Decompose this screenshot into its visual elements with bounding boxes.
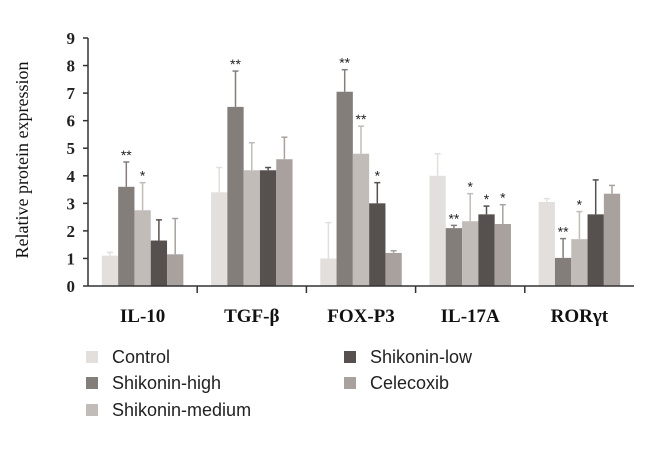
significance-mark: * <box>467 179 473 195</box>
legend-label: Shikonin-medium <box>112 400 251 420</box>
bar <box>554 257 572 286</box>
y-tick-label: 0 <box>67 277 76 296</box>
x-category-label: IL-10 <box>120 306 165 327</box>
legend-label: Shikonin-high <box>112 373 221 393</box>
bar <box>167 254 184 286</box>
y-tick-label: 5 <box>67 139 76 158</box>
bar <box>494 224 511 286</box>
significance-mark: * <box>484 191 490 207</box>
x-category-label: RORγt <box>551 306 609 327</box>
bar <box>587 214 604 286</box>
y-tick-label: 3 <box>67 194 76 213</box>
bar <box>369 203 386 286</box>
bar <box>211 192 228 286</box>
significance-mark: ** <box>121 147 132 163</box>
bar <box>352 153 370 286</box>
significance-mark: * <box>375 168 381 184</box>
significance-mark: * <box>500 190 506 206</box>
error-bar-group <box>107 68 615 259</box>
significance-mark: ** <box>448 210 459 226</box>
legend-label: Control <box>112 347 170 367</box>
y-tick-group: 0 1 2 3 4 5 6 7 8 9 <box>67 29 88 296</box>
bar <box>385 252 402 286</box>
bar <box>462 221 479 286</box>
axes <box>87 38 634 287</box>
bar <box>243 170 260 286</box>
significance-mark: * <box>577 197 583 213</box>
y-tick-label: 2 <box>67 222 76 241</box>
significance-mark: ** <box>339 55 350 71</box>
y-tick-label: 8 <box>67 57 76 76</box>
y-tick-label: 7 <box>67 84 76 103</box>
y-tick-label: 4 <box>67 167 76 186</box>
bar <box>320 258 337 286</box>
legend-label: Celecoxib <box>370 373 449 393</box>
bar <box>150 240 168 286</box>
bar <box>571 239 588 286</box>
significance-mark: * <box>140 168 146 184</box>
significance-mark: ** <box>558 224 569 240</box>
legend-swatch <box>86 377 98 389</box>
bar <box>134 210 151 286</box>
y-tick-label: 1 <box>67 249 76 268</box>
bar <box>276 159 293 286</box>
legend: Control Shikonin-high Shikonin-medium Shiko… <box>86 347 473 420</box>
legend-swatch <box>344 377 356 389</box>
legend-swatch <box>86 404 98 416</box>
bar <box>118 186 135 286</box>
significance-mark-group: ***** ********* **** <box>121 55 583 240</box>
bar <box>538 201 555 286</box>
y-tick-label: 6 <box>67 112 76 131</box>
bar <box>101 255 119 286</box>
y-tick-label: 9 <box>67 29 76 48</box>
bar <box>259 170 277 286</box>
bar-group <box>101 91 621 286</box>
significance-mark: ** <box>230 56 241 72</box>
significance-mark: ** <box>356 111 367 127</box>
legend-label: Shikonin-low <box>370 347 473 367</box>
legend-swatch <box>86 351 98 363</box>
legend-swatch <box>344 351 356 363</box>
y-axis-label: Relative protein expression <box>12 62 32 259</box>
bar <box>478 214 495 286</box>
x-category-label: TGF-β <box>224 306 279 327</box>
x-category-group: IL-10 TGF-β FOX-P3 IL-17A RORγt <box>120 286 609 327</box>
bar <box>603 193 621 286</box>
bar <box>336 91 353 286</box>
bar <box>429 175 446 286</box>
bar <box>445 228 463 286</box>
bar <box>227 106 244 286</box>
x-category-label: IL-17A <box>441 306 500 327</box>
x-category-label: FOX-P3 <box>327 306 395 327</box>
